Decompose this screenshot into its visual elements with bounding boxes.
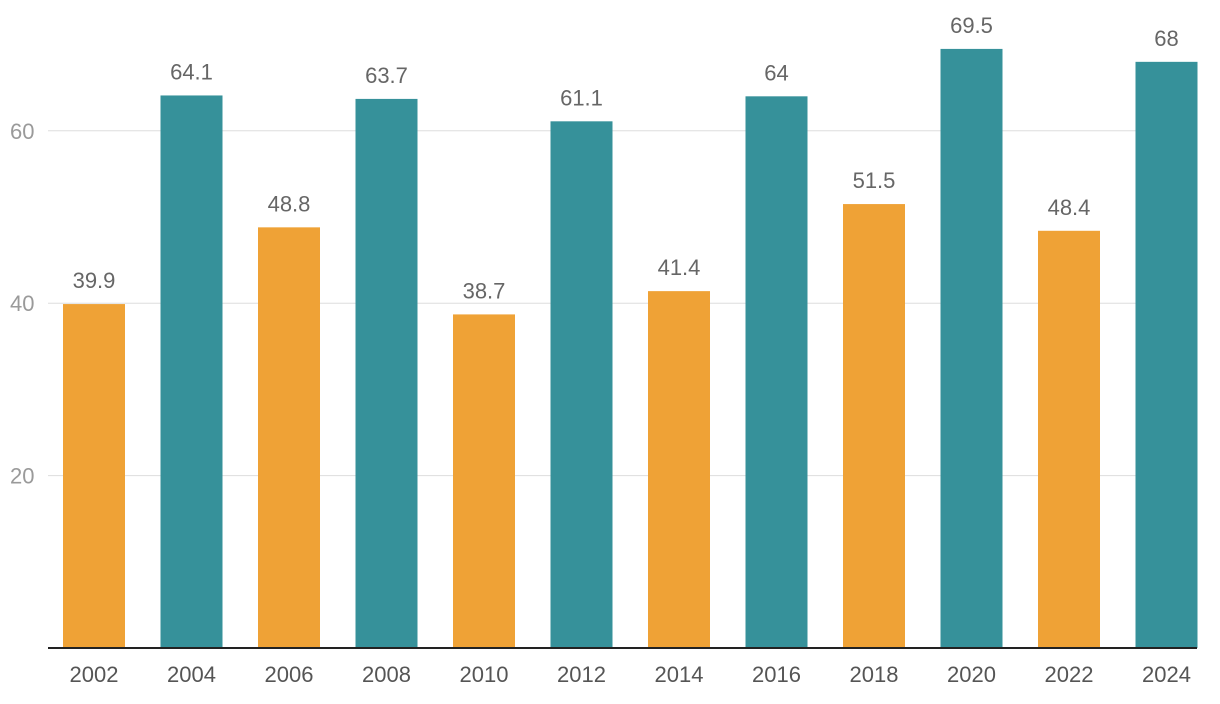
x-tick-label: 2008 (362, 662, 411, 687)
bar-2022 (1038, 230, 1100, 649)
bar-2004 (160, 95, 223, 648)
x-tick-label: 2016 (752, 662, 801, 687)
bar-2020 (940, 48, 1003, 649)
data-label: 51.5 (853, 168, 896, 193)
data-label: 69.5 (950, 13, 993, 38)
y-axis-ticks: 20 40 60 (10, 119, 34, 489)
bar-2014 (648, 291, 710, 648)
bars (63, 48, 1198, 649)
data-label: 39.9 (73, 268, 116, 293)
x-tick-label: 2004 (167, 662, 216, 687)
x-tick-label: 2014 (655, 662, 704, 687)
gridlines (48, 130, 1197, 477)
x-axis-ticks: 2002 2004 2006 2008 2010 2012 2014 2016 2018 2020… (70, 662, 1191, 687)
x-tick-label: 2002 (70, 662, 119, 687)
data-label: 48.8 (268, 191, 311, 216)
bar-2024 (1135, 61, 1198, 648)
x-tick-label: 2006 (265, 662, 314, 687)
x-tick-label: 2020 (947, 662, 996, 687)
x-tick-label: 2018 (850, 662, 899, 687)
data-label: 64.1 (170, 59, 213, 84)
data-label: 64 (764, 60, 788, 85)
bar-2006 (258, 227, 320, 648)
data-label: 38.7 (463, 278, 506, 303)
data-label: 48.4 (1048, 195, 1091, 220)
y-tick-label: 40 (10, 291, 34, 316)
data-label: 68 (1154, 26, 1178, 51)
x-tick-label: 2010 (460, 662, 509, 687)
bar-2012 (550, 121, 613, 649)
bar-2016 (745, 96, 808, 648)
bar-2010 (453, 314, 515, 648)
x-tick-label: 2024 (1142, 662, 1191, 687)
data-label: 63.7 (365, 63, 408, 88)
bar-2002 (63, 304, 125, 648)
bar-2018 (843, 204, 905, 648)
y-tick-label: 60 (10, 119, 34, 144)
data-label: 41.4 (658, 255, 701, 280)
x-tick-label: 2012 (557, 662, 606, 687)
data-labels: 39.9 64.1 48.8 63.7 38.7 61.1 41.4 64 51.5 69.5 48… (73, 13, 1179, 303)
data-label: 61.1 (560, 85, 603, 110)
bar-2008 (355, 98, 418, 648)
y-tick-label: 20 (10, 464, 34, 489)
x-tick-label: 2022 (1045, 662, 1094, 687)
